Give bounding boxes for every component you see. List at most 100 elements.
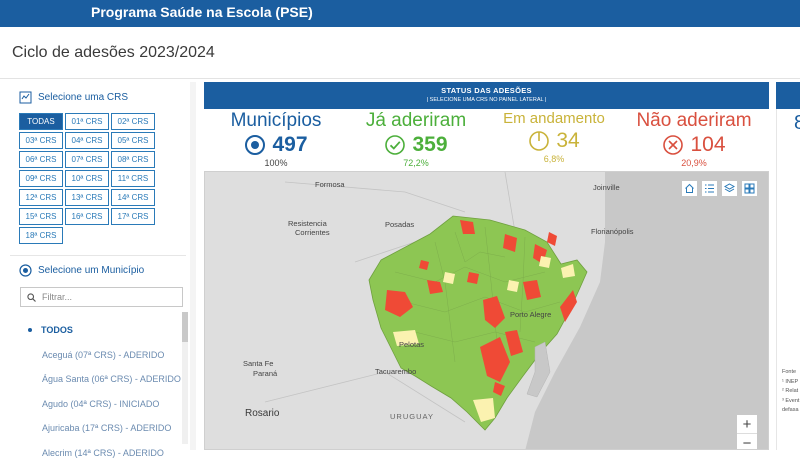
map-pin-icon	[19, 91, 32, 104]
grid-icon	[744, 183, 755, 194]
kpi-percent: 72,2%	[356, 158, 476, 169]
list-item-label: TODOS	[41, 325, 73, 335]
kpi-value: 497	[272, 132, 307, 158]
right-panel-header	[776, 82, 800, 109]
app-title: Programa Saúde na Escola (PSE)	[91, 4, 313, 20]
list-scrollbar[interactable]	[182, 312, 188, 444]
crs-button[interactable]: 09ª CRS	[19, 170, 63, 187]
map-canvas	[205, 172, 769, 450]
kpi-label: Já aderiram	[356, 110, 476, 132]
map-label-parana: Paraná	[253, 369, 277, 378]
kpi-percent: 6,8%	[498, 154, 610, 165]
panel-scrollbar[interactable]	[190, 82, 196, 450]
crs-button[interactable]: 05ª CRS	[111, 132, 155, 149]
crs-button[interactable]: TODAS	[19, 113, 63, 130]
filter-input[interactable]: Filtrar...	[20, 287, 183, 307]
municipio-section-title: Selecione um Município	[19, 264, 144, 277]
list-item[interactable]: Alecrim (14ª CRS) - ADERIDO	[20, 441, 180, 465]
map-label-tacuarembo: Tacuarembo	[375, 367, 416, 376]
right-panel-number: 8	[794, 112, 800, 135]
x-circle-icon	[662, 134, 684, 156]
scrollbar-thumb[interactable]	[182, 312, 188, 342]
map-label-joinville: Joinville	[593, 183, 620, 192]
zoom-in-button[interactable]: +	[737, 415, 757, 434]
crs-grid: TODAS 01ª CRS 02ª CRS 03ª CRS 04ª CRS 05…	[19, 113, 155, 244]
crs-button[interactable]: 12ª CRS	[19, 189, 63, 206]
legend-button[interactable]	[701, 180, 718, 197]
check-circle-icon	[384, 134, 406, 156]
layers-button[interactable]	[721, 180, 738, 197]
map-label-santa-fe: Santa Fe	[243, 359, 273, 368]
list-item[interactable]: Agudo (04ª CRS) - INICIADO	[20, 392, 180, 417]
kpi-nao-aderiram: Não aderiram 104 20,9%	[629, 110, 759, 169]
progress-clock-icon	[528, 130, 550, 152]
note-line: ² Relat	[782, 387, 799, 397]
basemap-button[interactable]	[741, 180, 758, 197]
list-item[interactable]: Aceguá (07ª CRS) - ADERIDO	[20, 343, 180, 368]
crs-button[interactable]: 07ª CRS	[65, 151, 109, 168]
kpi-municipios: Municípios 497 100%	[220, 110, 332, 169]
map-label-formosa: Formosa	[315, 180, 345, 189]
map-label-corrientes: Corrientes	[295, 228, 330, 237]
crs-button[interactable]: 02ª CRS	[111, 113, 155, 130]
map-label-uruguay: URUGUAY	[390, 412, 434, 421]
crs-button[interactable]: 14ª CRS	[111, 189, 155, 206]
crs-button[interactable]: 08ª CRS	[111, 151, 155, 168]
municipio-title-text: Selecione um Município	[38, 265, 144, 276]
crs-button[interactable]: 10ª CRS	[65, 170, 109, 187]
crs-section-title: Selecione uma CRS	[19, 91, 128, 104]
radio-target-icon	[19, 264, 32, 277]
search-icon	[27, 293, 36, 302]
home-icon	[684, 183, 695, 194]
kpi-value-row: 359	[356, 132, 476, 158]
list-item-all[interactable]: TODOS	[20, 318, 180, 343]
kpi-label: Não aderiram	[629, 110, 759, 132]
map-label-rosario: Rosario	[245, 408, 279, 419]
zoom-control: + −	[736, 414, 758, 450]
cycle-title: Ciclo de adesões 2023/2024	[12, 44, 215, 62]
crs-button[interactable]: 03ª CRS	[19, 132, 63, 149]
crs-button[interactable]: 17ª CRS	[111, 208, 155, 225]
crs-button[interactable]: 18ª CRS	[19, 227, 63, 244]
home-button[interactable]	[681, 180, 698, 197]
kpi-value: 359	[412, 132, 447, 158]
map-label-florianopolis: Florianópolis	[591, 227, 634, 236]
note-line: defasa	[782, 406, 799, 416]
status-subtitle: | SELECIONE UMA CRS NO PAINEL LATERAL |	[204, 95, 769, 103]
list-item[interactable]: Água Santa (06ª CRS) - ADERIDO	[20, 367, 180, 392]
filter-placeholder: Filtrar...	[42, 292, 72, 302]
crs-button[interactable]: 13ª CRS	[65, 189, 109, 206]
kpi-andamento: Em andamento 34 6,8%	[498, 110, 610, 165]
kpi-label: Em andamento	[498, 110, 610, 128]
crs-button[interactable]: 16ª CRS	[65, 208, 109, 225]
left-panel: Selecione uma CRS TODAS 01ª CRS 02ª CRS …	[10, 82, 196, 450]
target-icon	[244, 134, 266, 156]
map-label-pelotas: Pelotas	[399, 340, 424, 349]
crs-button[interactable]: 06ª CRS	[19, 151, 63, 168]
kpi-value-row: 34	[498, 128, 610, 154]
map-label-resistencia: Resistencia	[288, 219, 327, 228]
map-view[interactable]: Formosa Resistencia Corrientes Posadas J…	[204, 171, 769, 450]
status-title: STATUS DAS ADESÕES	[204, 82, 769, 95]
crs-button[interactable]: 01ª CRS	[65, 113, 109, 130]
crs-title-text: Selecione uma CRS	[38, 92, 128, 103]
top-header-bar: Programa Saúde na Escola (PSE)	[0, 0, 800, 27]
section-divider	[10, 255, 186, 256]
municipio-list: TODOS Aceguá (07ª CRS) - ADERIDO Água Sa…	[20, 318, 180, 465]
crs-button[interactable]: 04ª CRS	[65, 132, 109, 149]
list-item[interactable]: Ajuricaba (17ª CRS) - ADERIDO	[20, 416, 180, 441]
crs-button[interactable]: 15ª CRS	[19, 208, 63, 225]
kpi-aderiram: Já aderiram 359 72,2%	[356, 110, 476, 169]
zoom-out-button[interactable]: −	[737, 434, 757, 450]
kpi-value-row: 497	[220, 132, 332, 158]
kpi-label: Municípios	[220, 110, 332, 132]
crs-button[interactable]: 11ª CRS	[111, 170, 155, 187]
map-toolbar	[681, 180, 758, 197]
map-label-posadas: Posadas	[385, 220, 414, 229]
layers-icon	[724, 183, 735, 194]
right-panel-notes: Fonte ¹ INEP ² Relat ³ Event defasa	[782, 368, 799, 416]
note-line: Fonte	[782, 368, 799, 378]
map-label-porto-alegre: Porto Alegre	[510, 310, 551, 319]
note-line: ¹ INEP	[782, 378, 799, 388]
kpi-percent: 100%	[220, 158, 332, 169]
